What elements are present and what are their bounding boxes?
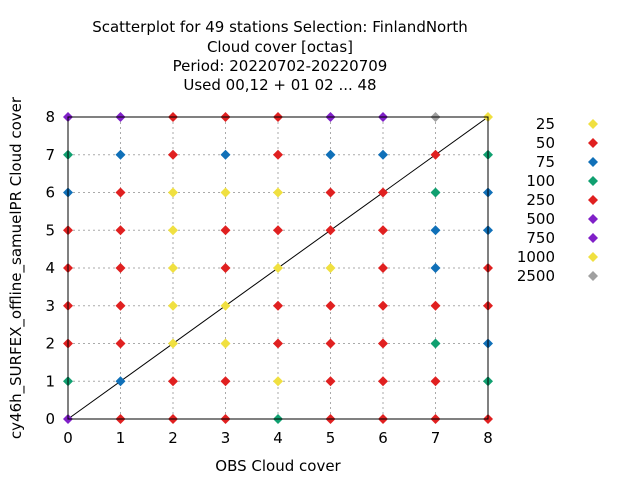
legend-marker bbox=[588, 157, 598, 167]
legend-marker bbox=[588, 271, 598, 281]
chart-title: Scatterplot for 49 stations Selection: F… bbox=[92, 18, 468, 94]
x-tick-label: 5 bbox=[326, 429, 336, 447]
data-point bbox=[115, 225, 126, 236]
data-point bbox=[378, 225, 388, 236]
plot-frame bbox=[67, 116, 489, 420]
legend-marker bbox=[588, 214, 598, 224]
data-point bbox=[220, 376, 231, 387]
legend-marker bbox=[588, 119, 598, 129]
x-tick-label: 3 bbox=[221, 429, 231, 447]
y-tick-label: 1 bbox=[45, 372, 55, 390]
data-point bbox=[378, 149, 388, 160]
data-point bbox=[168, 225, 178, 236]
x-tick-label: 7 bbox=[431, 429, 441, 447]
data-point bbox=[220, 338, 231, 349]
x-tick-label: 2 bbox=[168, 429, 178, 447]
y-tick-label: 5 bbox=[45, 221, 55, 239]
data-point bbox=[115, 187, 126, 198]
legend-label: 500 bbox=[526, 210, 555, 228]
data-point bbox=[220, 300, 231, 311]
data-point bbox=[430, 225, 441, 236]
data-point bbox=[115, 263, 126, 273]
data-point bbox=[220, 149, 231, 160]
data-point bbox=[325, 338, 336, 349]
data-point bbox=[115, 149, 126, 160]
legend-marker bbox=[588, 176, 598, 186]
legend-label: 750 bbox=[526, 229, 555, 247]
data-point bbox=[115, 376, 126, 387]
data-point bbox=[273, 300, 283, 311]
x-tick-label: 0 bbox=[63, 429, 73, 447]
y-tick-label: 8 bbox=[45, 108, 55, 126]
legend-label: 100 bbox=[526, 172, 555, 190]
legend-marker bbox=[588, 252, 598, 262]
data-point bbox=[430, 376, 441, 387]
data-point bbox=[325, 376, 336, 387]
legend-marker bbox=[588, 195, 598, 205]
x-tick-label: 8 bbox=[483, 429, 493, 447]
y-axis-label: cy46h_SURFEX_offline_samuelPR Cloud cove… bbox=[7, 96, 26, 439]
legend-marker bbox=[588, 233, 598, 243]
data-point bbox=[378, 376, 388, 387]
y-tick-label: 4 bbox=[45, 259, 55, 277]
data-point bbox=[273, 263, 283, 273]
data-point bbox=[378, 263, 388, 273]
data-point bbox=[168, 263, 178, 273]
x-axis-label: OBS Cloud cover bbox=[215, 457, 341, 475]
y-tick-labels: 0 1 2 3 4 5 6 7 8 bbox=[45, 108, 55, 428]
data-point bbox=[430, 187, 441, 198]
data-point bbox=[378, 187, 388, 198]
y-tick-label: 0 bbox=[45, 410, 55, 428]
data-point bbox=[168, 300, 178, 311]
data-point bbox=[168, 149, 178, 160]
x-tick-labels: 0 1 2 3 4 5 6 7 8 bbox=[63, 429, 493, 447]
x-tick-label: 6 bbox=[378, 429, 388, 447]
legend-label: 1000 bbox=[517, 248, 555, 266]
data-point bbox=[325, 149, 336, 160]
data-point bbox=[378, 300, 388, 311]
data-point bbox=[220, 263, 231, 273]
data-point bbox=[273, 225, 283, 236]
data-point bbox=[378, 338, 388, 349]
data-point bbox=[325, 187, 336, 198]
data-point bbox=[325, 225, 336, 236]
data-point bbox=[325, 300, 336, 311]
legend-label: 50 bbox=[536, 134, 555, 152]
y-tick-label: 3 bbox=[45, 297, 55, 315]
y-tick-label: 6 bbox=[45, 184, 55, 202]
data-point bbox=[273, 187, 283, 198]
data-point bbox=[430, 300, 441, 311]
data-point bbox=[430, 263, 441, 273]
data-point bbox=[115, 300, 126, 311]
data-point bbox=[168, 187, 178, 198]
legend-label: 250 bbox=[526, 191, 555, 209]
x-tick-label: 1 bbox=[116, 429, 126, 447]
x-tick-label: 4 bbox=[273, 429, 283, 447]
data-point bbox=[273, 149, 283, 160]
legend-label: 75 bbox=[536, 153, 555, 171]
title-line-2: Cloud cover [octas] bbox=[207, 38, 353, 56]
data-point bbox=[168, 338, 178, 349]
data-point bbox=[273, 338, 283, 349]
data-point bbox=[325, 263, 336, 273]
data-point bbox=[430, 338, 441, 349]
data-point bbox=[220, 187, 231, 198]
legend-label: 2500 bbox=[517, 267, 555, 285]
title-line-4: Used 00,12 + 01 02 ... 48 bbox=[183, 76, 376, 94]
data-point bbox=[273, 376, 283, 387]
legend-label: 25 bbox=[536, 115, 555, 133]
data-point bbox=[220, 225, 231, 236]
title-line-3: Period: 20220702-20220709 bbox=[173, 57, 388, 75]
title-line-1: Scatterplot for 49 stations Selection: F… bbox=[92, 18, 468, 36]
y-tick-label: 2 bbox=[45, 335, 55, 353]
data-point bbox=[115, 338, 126, 349]
data-point bbox=[430, 149, 441, 160]
legend-marker bbox=[588, 138, 598, 148]
data-point bbox=[168, 376, 178, 387]
y-tick-label: 7 bbox=[45, 146, 55, 164]
